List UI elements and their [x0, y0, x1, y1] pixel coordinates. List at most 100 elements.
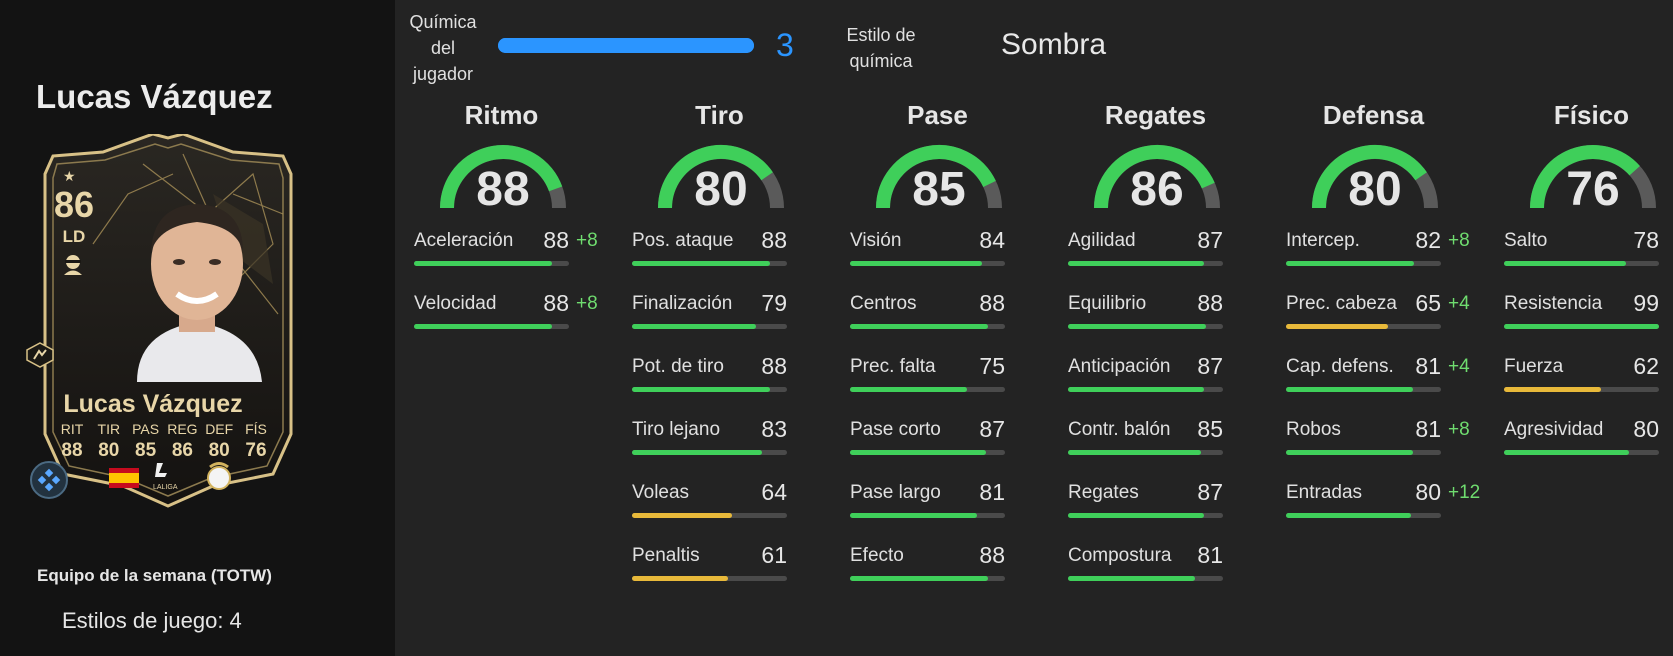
stat-bar-fill	[632, 450, 762, 455]
stat-bar	[1286, 261, 1441, 266]
stat-bar-fill	[632, 324, 756, 329]
stat-bar	[632, 261, 787, 266]
stat-name: Contr. balón	[1068, 419, 1171, 440]
stat-value: 88	[979, 542, 1005, 568]
stat-name: Agilidad	[1068, 230, 1136, 251]
stat-bar-fill	[1068, 261, 1205, 266]
stat-boost: +8	[576, 230, 598, 251]
stat-name: Tiro lejano	[632, 419, 721, 440]
playstyles-count[interactable]: Estilos de juego: 4	[62, 608, 242, 633]
attribute-title: Defensa	[1322, 100, 1425, 130]
stat-value: 64	[761, 479, 787, 505]
stat-value: 80	[1415, 479, 1441, 505]
card-nation-league-club: LALIGA	[109, 462, 231, 491]
stat-value: 88	[979, 290, 1005, 316]
stat-bar-fill	[1286, 261, 1415, 266]
chem-style-label-line: química	[849, 51, 913, 71]
card-stat-value: 76	[245, 440, 267, 461]
stat-bar-fill	[1504, 387, 1602, 392]
stat-bar	[632, 450, 787, 455]
card-stat-value: 80	[208, 440, 230, 461]
stat-value: 81	[979, 479, 1005, 505]
player-card[interactable]: ★ 86 LD Lucas Vázquez RIT 88	[26, 134, 303, 509]
attributes-panel	[395, 0, 1673, 656]
stat-bar	[850, 450, 1005, 455]
stat-row: Agresividad 80	[1504, 416, 1673, 459]
stat-bar-fill	[414, 261, 552, 266]
stat-bar-fill	[850, 324, 988, 329]
attribute-value: 88	[476, 163, 530, 216]
chemistry-label-line: del	[430, 38, 456, 58]
stat-bar	[414, 261, 569, 266]
chemistry-label-line: Química	[409, 12, 477, 32]
attribute-title: Pase	[907, 100, 968, 130]
stat-row: Pos. ataque 88	[632, 227, 807, 270]
stat-bar-fill	[850, 513, 977, 518]
stat-row: Robos 81 +8	[1286, 416, 1470, 459]
stat-bar-fill	[1068, 450, 1202, 455]
stat-bar	[1504, 324, 1659, 329]
stat-row: Centros 88	[850, 290, 1025, 333]
stat-value: 88	[761, 227, 787, 253]
chem-style-value[interactable]: Sombra	[1001, 28, 1107, 61]
stat-row: Contr. balón 85	[1068, 416, 1243, 459]
star-icon: ★	[63, 168, 76, 184]
stat-bar-fill	[414, 324, 552, 329]
stat-value: 88	[543, 290, 569, 316]
stat-name: Aceleración	[414, 230, 514, 251]
card-position: LD	[62, 227, 86, 246]
stat-name: Salto	[1504, 230, 1548, 251]
stat-value: 65	[1415, 290, 1441, 316]
stat-bar-fill	[632, 576, 728, 581]
stat-bar	[1286, 513, 1441, 518]
stat-row: Finalización 79	[632, 290, 807, 333]
stat-row: Resistencia 99	[1504, 290, 1673, 333]
stat-name: Finalización	[632, 293, 733, 314]
stat-boost: +8	[1448, 419, 1470, 440]
attribute-gauge	[1312, 145, 1438, 209]
stat-bar-fill	[1068, 513, 1205, 518]
stat-name: Penaltis	[632, 545, 700, 566]
stat-name: Pase largo	[850, 482, 941, 503]
stat-bar-fill	[632, 387, 770, 392]
stat-bar	[850, 576, 1005, 581]
stat-row: Efecto 88	[850, 542, 1025, 585]
stat-bar	[850, 324, 1005, 329]
stat-row: Voleas 64	[632, 479, 807, 522]
chemistry-bar-fill	[498, 38, 754, 53]
stat-name: Robos	[1286, 419, 1341, 440]
stat-row: Equilibrio 88	[1068, 290, 1243, 333]
stat-row: Pot. de tiro 88	[632, 353, 807, 396]
stat-row: Agilidad 87	[1068, 227, 1243, 270]
stat-value: 83	[761, 416, 787, 442]
stat-bar	[1286, 387, 1441, 392]
stat-bar	[1286, 450, 1441, 455]
stat-row: Intercep. 82 +8	[1286, 227, 1470, 270]
stat-value: 87	[1197, 479, 1223, 505]
stat-bar-fill	[1286, 387, 1413, 392]
stat-value: 88	[543, 227, 569, 253]
card-stat-list: RIT 88 TIR 80 PAS 85 REG 86 DEF 80 FÍS 7…	[55, 421, 273, 462]
stat-row: Salto 78	[1504, 227, 1673, 270]
spain-flag-icon	[109, 468, 139, 488]
stat-name: Visión	[850, 230, 902, 251]
stat-bar	[632, 387, 787, 392]
gauge-fill	[658, 145, 773, 209]
gauge-fill	[440, 145, 563, 209]
stat-value: 81	[1197, 542, 1223, 568]
stat-bar-fill	[850, 387, 968, 392]
stat-bar-fill	[1068, 576, 1195, 581]
stat-value: 75	[979, 353, 1005, 379]
card-stat-value: 88	[61, 440, 83, 461]
stat-bar	[1068, 261, 1223, 266]
real-madrid-crest-icon	[207, 462, 231, 490]
stat-boost: +4	[1448, 293, 1470, 314]
stat-bar	[850, 387, 1005, 392]
stat-boost: +8	[576, 293, 598, 314]
attribute-gauge	[1530, 145, 1656, 209]
stat-boost: +12	[1448, 482, 1481, 503]
laliga-logo-text: LALIGA	[153, 484, 178, 491]
stat-row: Regates 87	[1068, 479, 1243, 522]
card-stat-label: FÍS	[245, 421, 267, 437]
gauge-fill	[876, 145, 996, 209]
